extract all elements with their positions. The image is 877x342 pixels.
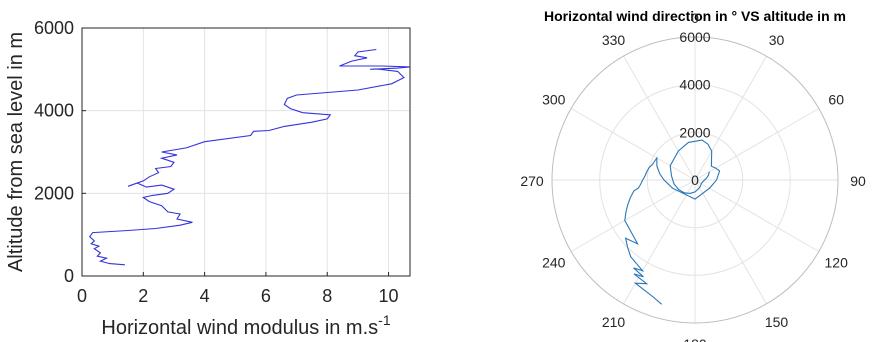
angle-grid-line bbox=[694, 179, 767, 305]
angle-tick-label: 240 bbox=[542, 255, 566, 271]
polar-chart: Horizontal wind direction in ° VS altitu… bbox=[520, 8, 866, 342]
wind-modulus-line bbox=[88, 48, 411, 266]
angle-tick-label: 30 bbox=[769, 32, 785, 48]
angle-tick-label: 120 bbox=[825, 255, 849, 271]
angle-ticks: 0 30 60 90 120 150 180 210 240 270 300 330 bbox=[520, 10, 866, 342]
angle-tick-label: 270 bbox=[520, 173, 544, 189]
x-tick-label: 4 bbox=[200, 286, 210, 306]
angle-tick-label: 210 bbox=[602, 314, 626, 330]
angle-tick-label: 150 bbox=[765, 314, 789, 330]
radial-grid-ring bbox=[646, 131, 744, 229]
radial-ticks: 0 2000 4000 6000 bbox=[679, 29, 710, 188]
polar-grid bbox=[551, 36, 839, 324]
angle-grid-line bbox=[694, 55, 767, 181]
x-tick-label: 6 bbox=[261, 286, 271, 306]
angle-tick-label: 60 bbox=[828, 92, 844, 108]
angle-tick-label: 330 bbox=[602, 32, 626, 48]
x-ticks: 0 2 4 6 8 10 bbox=[77, 272, 399, 306]
x-axis-label: Horizontal wind modulus in m.s-1 bbox=[101, 312, 390, 339]
plot-frame bbox=[81, 27, 411, 277]
y-axis-label: Altitude from sea level in m bbox=[5, 32, 27, 272]
radial-tick-label: 2000 bbox=[679, 124, 710, 140]
y-tick-label: 2000 bbox=[34, 183, 74, 203]
radial-grid-ring bbox=[551, 36, 839, 324]
angle-grid-line bbox=[694, 179, 820, 252]
y-tick-label: 0 bbox=[64, 266, 74, 286]
x-axis-label-text: Horizontal wind modulus in m.s bbox=[101, 317, 378, 339]
wind-direction-line bbox=[624, 139, 721, 305]
y-ticks: 0 2000 4000 6000 bbox=[34, 18, 86, 286]
y-tick-label: 6000 bbox=[34, 18, 74, 38]
x-tick-label: 0 bbox=[77, 286, 87, 306]
plot-area bbox=[82, 28, 410, 276]
angle-grid-line bbox=[623, 55, 696, 181]
angle-grid-line bbox=[570, 108, 696, 181]
x-tick-label: 2 bbox=[138, 286, 148, 306]
x-tick-label: 10 bbox=[379, 286, 399, 306]
radial-tick-label: 4000 bbox=[679, 77, 710, 93]
line-chart: 0 2 4 6 8 10 0 2000 4000 6000 Horizontal wind mo… bbox=[5, 18, 411, 339]
x-tick-label: 8 bbox=[322, 286, 332, 306]
x-axis-label-superscript: -1 bbox=[378, 312, 391, 328]
angle-tick-label: 0 bbox=[691, 10, 699, 26]
radial-tick-label: 0 bbox=[691, 172, 699, 188]
radial-grid-ring bbox=[599, 84, 791, 276]
angle-tick-label: 300 bbox=[542, 92, 566, 108]
angle-grid-line bbox=[570, 179, 696, 252]
radial-tick-label: 6000 bbox=[679, 29, 710, 45]
angle-tick-label: 90 bbox=[850, 173, 866, 189]
y-tick-label: 4000 bbox=[34, 101, 74, 121]
angle-tick-label: 180 bbox=[683, 336, 707, 342]
polar-title: Horizontal wind direction in ° VS altitu… bbox=[544, 8, 846, 24]
